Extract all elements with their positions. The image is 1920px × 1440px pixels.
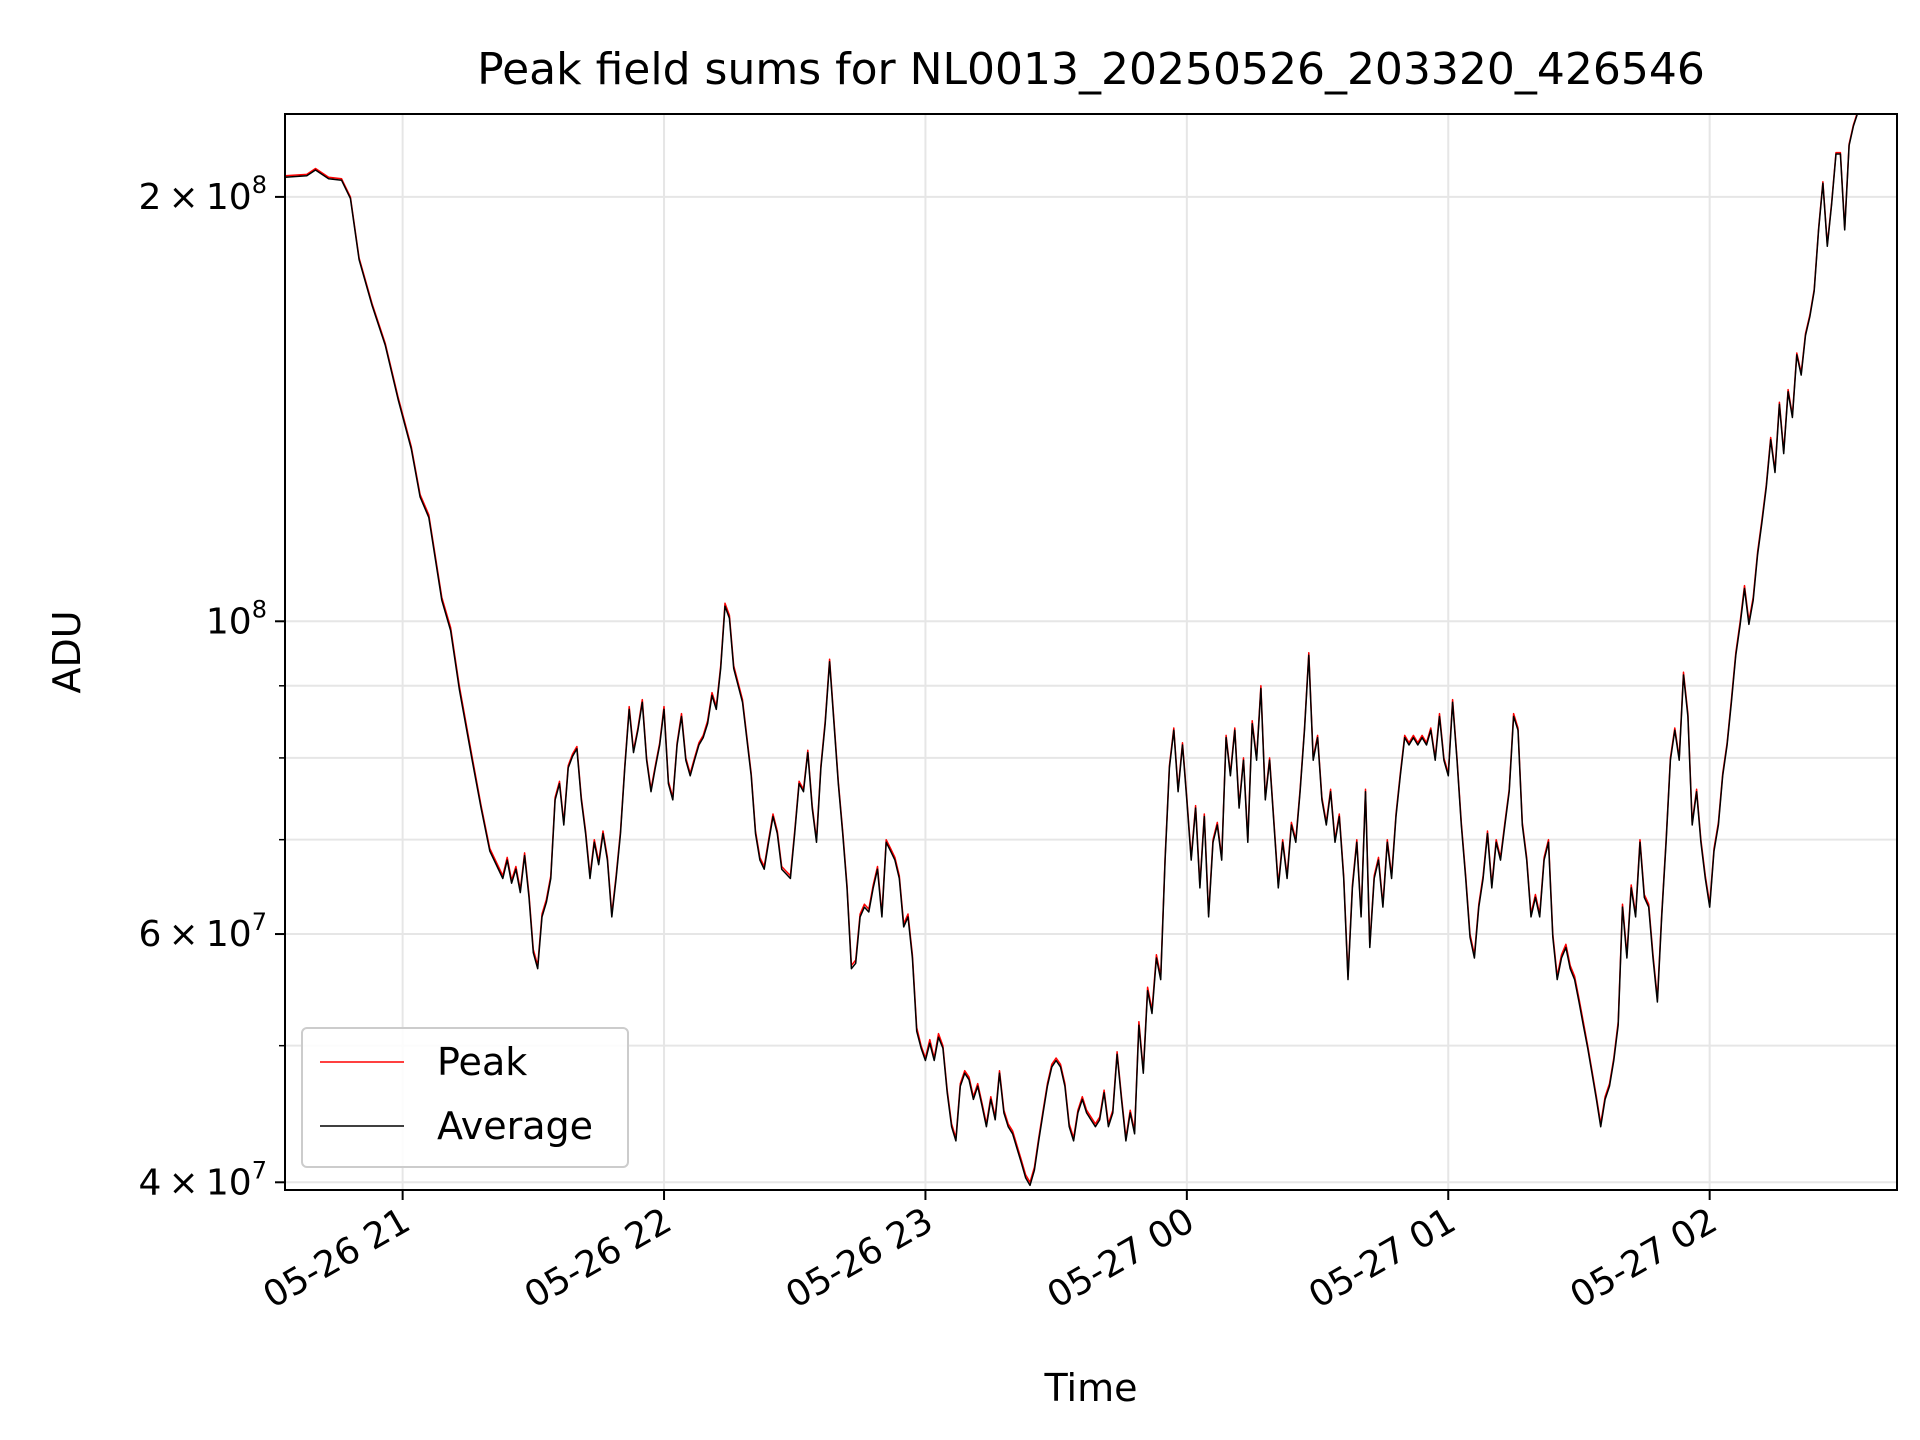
legend: Peak Average [301, 1027, 629, 1168]
legend-label-average: Average [437, 1104, 593, 1148]
legend-label-peak: Peak [437, 1040, 527, 1084]
y-tick-label: 6 × 107 [138, 908, 267, 955]
chart-title: Peak field sums for NL0013_20250526_2033… [477, 44, 1705, 95]
y-tick-label: 2 × 108 [138, 171, 267, 218]
y-axis-label: ADU [45, 610, 89, 693]
plot-area-frame [284, 113, 1898, 1191]
series-line-average [285, 114, 1859, 1187]
series-layer [285, 114, 1859, 1187]
x-axis-label: Time [1044, 1366, 1138, 1410]
grid-lines [285, 114, 1897, 1190]
y-tick-label: 4 × 107 [138, 1156, 267, 1203]
